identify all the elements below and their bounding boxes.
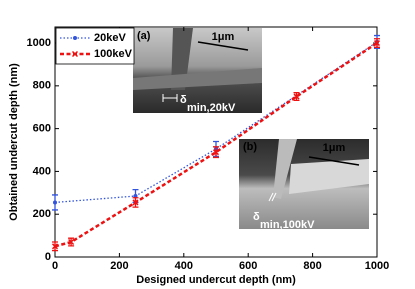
x-axis-label: Designed undercut depth (nm) bbox=[136, 274, 296, 286]
legend-box bbox=[55, 27, 135, 65]
point bbox=[68, 238, 75, 246]
inset-label: (b) bbox=[243, 141, 257, 153]
y-tick-label: 800 bbox=[33, 80, 51, 92]
inset-subscript: min,20kV bbox=[187, 102, 236, 114]
x-tick-label: 600 bbox=[239, 260, 257, 272]
point bbox=[293, 93, 300, 100]
scale-bar bbox=[197, 41, 249, 51]
inset-symbol: δ bbox=[180, 94, 187, 106]
inset-feature bbox=[133, 68, 262, 90]
inset-feature bbox=[273, 139, 297, 199]
inset-scale: 1μm bbox=[212, 31, 235, 43]
inset-feature bbox=[171, 28, 193, 90]
series-line bbox=[54, 42, 378, 248]
point bbox=[373, 40, 381, 47]
y-tick-label: 200 bbox=[33, 208, 51, 220]
inset-subscript: min,100kV bbox=[260, 219, 315, 231]
point bbox=[212, 149, 220, 156]
scale-bar bbox=[308, 156, 360, 166]
legend-label: 20keV bbox=[94, 32, 126, 44]
y-tick-label: 1000 bbox=[27, 37, 51, 49]
y-tick-label: 600 bbox=[33, 123, 51, 135]
inset-feature bbox=[289, 159, 369, 194]
x-tick-label: 800 bbox=[303, 260, 321, 272]
x-tick-label: 400 bbox=[175, 260, 193, 272]
legend-marker bbox=[73, 36, 77, 40]
point bbox=[132, 199, 139, 206]
x-tick-label: 1000 bbox=[365, 260, 389, 272]
inset-marker bbox=[162, 94, 178, 102]
y-axis-label: Obtained undercut depth (nm) bbox=[8, 63, 20, 221]
legend-label: 100keV bbox=[94, 48, 133, 60]
point bbox=[51, 243, 59, 250]
x-tick-label: 200 bbox=[110, 260, 128, 272]
point bbox=[53, 200, 57, 205]
y-tick-label: 400 bbox=[33, 165, 51, 177]
inset-symbol: δ bbox=[253, 211, 260, 223]
y-tick-label: 0 bbox=[45, 251, 51, 263]
inset-marker bbox=[268, 192, 277, 202]
inset-label: (a) bbox=[137, 30, 151, 42]
point bbox=[133, 194, 138, 199]
legend-marker bbox=[71, 50, 79, 58]
x-tick-label: 0 bbox=[52, 260, 58, 272]
inset-scale: 1μm bbox=[323, 142, 346, 154]
